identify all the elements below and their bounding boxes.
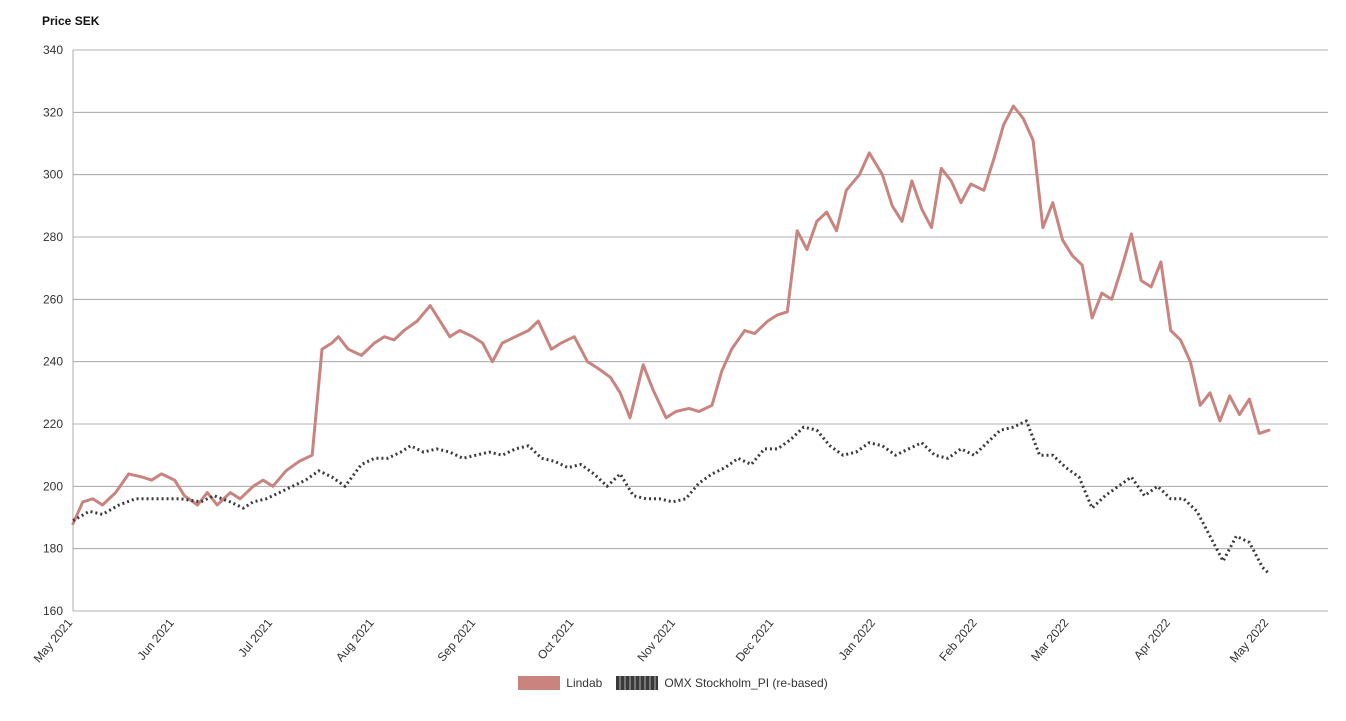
series-line-omx <box>72 419 1271 575</box>
legend-item-lindab[interactable]: Lindab <box>518 676 602 690</box>
y-tick-label: 240 <box>43 355 63 369</box>
y-tick-label: 220 <box>43 417 63 431</box>
legend-label-lindab: Lindab <box>566 676 603 690</box>
y-tick-label: 280 <box>43 230 63 244</box>
x-tick-label: Dec 2021 <box>733 616 777 665</box>
x-tick-label: Apr 2022 <box>1131 616 1173 663</box>
y-axis-title: Price SEK <box>42 14 100 28</box>
y-tick-label: 160 <box>43 604 63 618</box>
y-tick-label: 320 <box>43 105 63 119</box>
x-tick-label: Sep 2021 <box>435 616 479 665</box>
legend-label-omx: OMX Stockholm_PI (re-based) <box>664 676 828 690</box>
y-tick-label: 300 <box>43 168 63 182</box>
x-tick-label: May 2022 <box>1227 616 1272 666</box>
x-tick-label: Nov 2021 <box>634 616 678 665</box>
legend-item-omx[interactable]: OMX Stockholm_PI (re-based) <box>616 676 828 690</box>
y-tick-label: 180 <box>43 542 63 556</box>
x-tick-label: Oct 2021 <box>535 616 577 663</box>
x-tick-label: Feb 2022 <box>936 616 980 664</box>
x-tick-label: May 2021 <box>31 616 76 666</box>
y-tick-label: 340 <box>43 43 63 57</box>
legend-swatch-omx <box>616 676 659 690</box>
x-tick-label: Aug 2021 <box>333 616 377 665</box>
x-tick-label: Jan 2022 <box>836 616 879 663</box>
series-line-lindab <box>71 104 1271 526</box>
y-tick-label: 200 <box>43 479 63 493</box>
legend: Lindab OMX Stockholm_PI (re-based) <box>0 676 1346 690</box>
x-tick-label: Jun 2021 <box>134 616 177 663</box>
x-tick-label: Mar 2022 <box>1028 616 1072 664</box>
y-tick-label: 260 <box>43 292 63 306</box>
x-tick-label: Jul 2021 <box>235 616 275 660</box>
legend-swatch-lindab <box>518 676 561 690</box>
